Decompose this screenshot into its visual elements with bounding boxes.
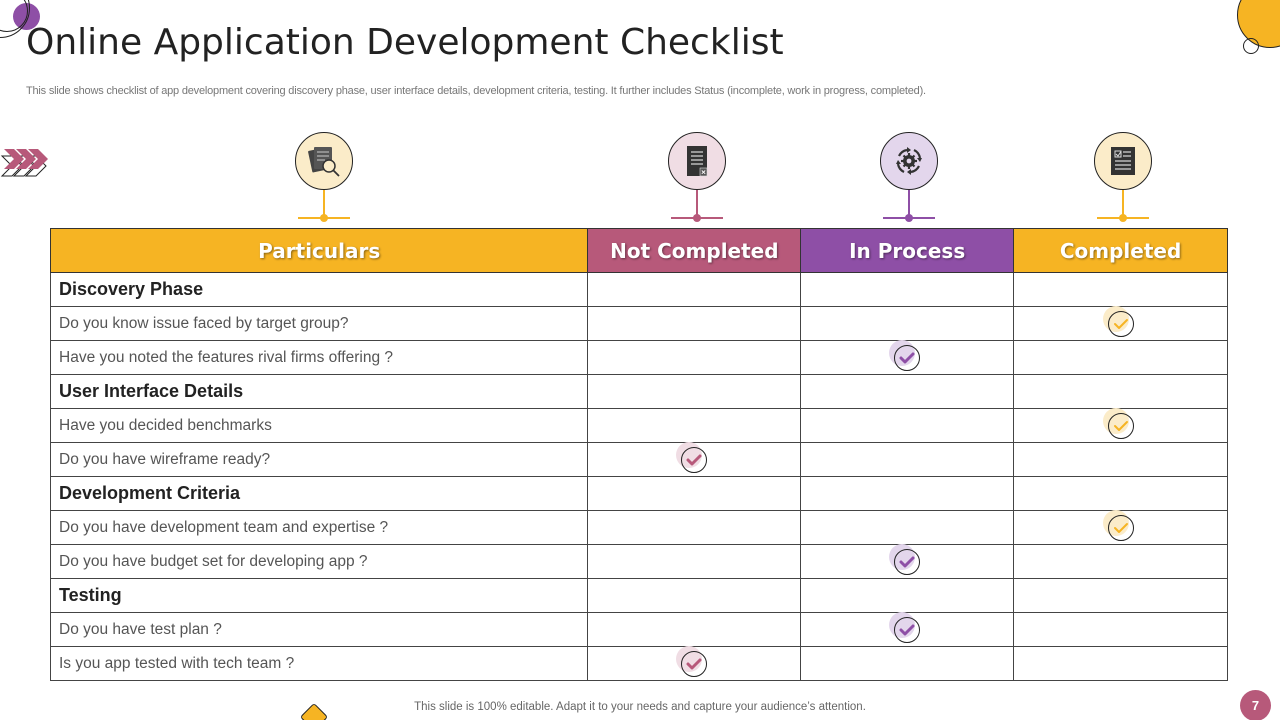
- status-cell-not-completed[interactable]: [587, 476, 802, 511]
- question-label: Do you know issue faced by target group?: [49, 306, 589, 341]
- check-circle-icon[interactable]: [676, 441, 708, 473]
- status-cell-not-completed[interactable]: [587, 645, 802, 681]
- status-cell-completed[interactable]: [1013, 509, 1228, 545]
- question-label: Have you decided benchmarks: [49, 408, 589, 443]
- status-cell-in-process[interactable]: [800, 408, 1015, 443]
- status-cell-in-process[interactable]: [800, 272, 1015, 307]
- status-cell-not-completed[interactable]: [587, 441, 802, 477]
- check-circle-icon[interactable]: [676, 645, 708, 677]
- header-particulars: Particulars: [49, 228, 589, 273]
- section-title: User Interface Details: [49, 374, 589, 409]
- status-cell-completed[interactable]: [1013, 442, 1228, 477]
- table-body: Discovery Phase Do you know issue faced b…: [49, 272, 1228, 681]
- status-cell-completed[interactable]: [1013, 272, 1228, 307]
- status-cell-not-completed[interactable]: [587, 612, 802, 647]
- check-circle-icon[interactable]: [1102, 305, 1134, 337]
- question-label: Do you have development team and experti…: [49, 510, 589, 545]
- status-cell-in-process[interactable]: [800, 646, 1015, 681]
- status-cell-completed[interactable]: [1013, 374, 1228, 409]
- question-label: Is you app tested with tech team ?: [49, 646, 589, 681]
- decor-small-ring: [1243, 38, 1259, 54]
- table-row: Do you have budget set for developing ap…: [49, 543, 1228, 579]
- check-circle-icon[interactable]: [889, 339, 921, 371]
- section-title: Testing: [49, 578, 589, 613]
- status-cell-completed[interactable]: [1013, 612, 1228, 647]
- check-circle-icon[interactable]: [1102, 407, 1134, 439]
- status-cell-in-process[interactable]: [800, 476, 1015, 511]
- gear-cycle-icon: [896, 147, 922, 175]
- status-cell-completed[interactable]: [1013, 340, 1228, 375]
- table-row: Do you know issue faced by target group?: [49, 305, 1228, 341]
- status-cell-in-process[interactable]: [800, 306, 1015, 341]
- column-icon-in-process: [880, 132, 940, 222]
- check-circle-icon[interactable]: [889, 611, 921, 643]
- question-label: Do you have budget set for developing ap…: [49, 544, 589, 579]
- section-title: Discovery Phase: [49, 272, 589, 307]
- status-cell-not-completed[interactable]: [587, 578, 802, 613]
- section-title: Development Criteria: [49, 476, 589, 511]
- status-cell-in-process[interactable]: [800, 578, 1015, 613]
- status-cell-completed[interactable]: [1013, 646, 1228, 681]
- column-icon-particulars: [295, 132, 355, 222]
- table-row: Have you noted the features rival firms …: [49, 339, 1228, 375]
- section-row: Development Criteria: [49, 476, 1228, 511]
- status-cell-completed[interactable]: [1013, 578, 1228, 613]
- status-cell-not-completed[interactable]: [587, 272, 802, 307]
- page-title: Online Application Development Checklist: [26, 22, 784, 63]
- section-row: User Interface Details: [49, 374, 1228, 409]
- document-cancel-icon: [687, 146, 708, 177]
- checklist-document-icon: [1111, 147, 1135, 175]
- status-cell-completed[interactable]: [1013, 544, 1228, 579]
- status-cell-not-completed[interactable]: [587, 510, 802, 545]
- status-cell-not-completed[interactable]: [587, 408, 802, 443]
- documents-search-icon: [308, 147, 340, 177]
- table-row: Do you have test plan ?: [49, 611, 1228, 647]
- checklist-table: Particulars Not Completed In Process Com…: [49, 228, 1228, 681]
- table-header-row: Particulars Not Completed In Process Com…: [49, 228, 1228, 273]
- status-cell-in-process[interactable]: [800, 339, 1015, 375]
- table-row: Do you have wireframe ready?: [49, 441, 1228, 477]
- status-cell-in-process[interactable]: [800, 510, 1015, 545]
- column-icon-completed: [1094, 132, 1154, 222]
- status-cell-not-completed[interactable]: [587, 340, 802, 375]
- status-cell-in-process[interactable]: [800, 611, 1015, 647]
- question-label: Do you have test plan ?: [49, 612, 589, 647]
- check-circle-icon[interactable]: [1102, 509, 1134, 541]
- table-row: Is you app tested with tech team ?: [49, 645, 1228, 681]
- status-cell-completed[interactable]: [1013, 407, 1228, 443]
- check-circle-icon[interactable]: [889, 543, 921, 575]
- status-cell-not-completed[interactable]: [587, 544, 802, 579]
- question-label: Have you noted the features rival firms …: [49, 340, 589, 375]
- table-row: Do you have development team and experti…: [49, 509, 1228, 545]
- status-cell-not-completed[interactable]: [587, 306, 802, 341]
- header-not-completed: Not Completed: [587, 228, 802, 273]
- footer-note: This slide is 100% editable. Adapt it to…: [414, 701, 866, 713]
- status-cell-in-process[interactable]: [800, 374, 1015, 409]
- header-completed: Completed: [1013, 228, 1228, 273]
- page-subtitle: This slide shows checklist of app develo…: [26, 85, 926, 97]
- question-label: Do you have wireframe ready?: [49, 442, 589, 477]
- column-icon-not-completed: [668, 132, 728, 222]
- chevron-arrows-icon: [0, 149, 48, 177]
- header-in-process: In Process: [800, 228, 1015, 273]
- page-number-badge: 7: [1240, 690, 1271, 720]
- status-cell-not-completed[interactable]: [587, 374, 802, 409]
- section-row: Discovery Phase: [49, 272, 1228, 307]
- section-row: Testing: [49, 578, 1228, 613]
- status-cell-in-process[interactable]: [800, 543, 1015, 579]
- status-cell-completed[interactable]: [1013, 476, 1228, 511]
- status-cell-in-process[interactable]: [800, 442, 1015, 477]
- table-row: Have you decided benchmarks: [49, 407, 1228, 443]
- status-cell-completed[interactable]: [1013, 305, 1228, 341]
